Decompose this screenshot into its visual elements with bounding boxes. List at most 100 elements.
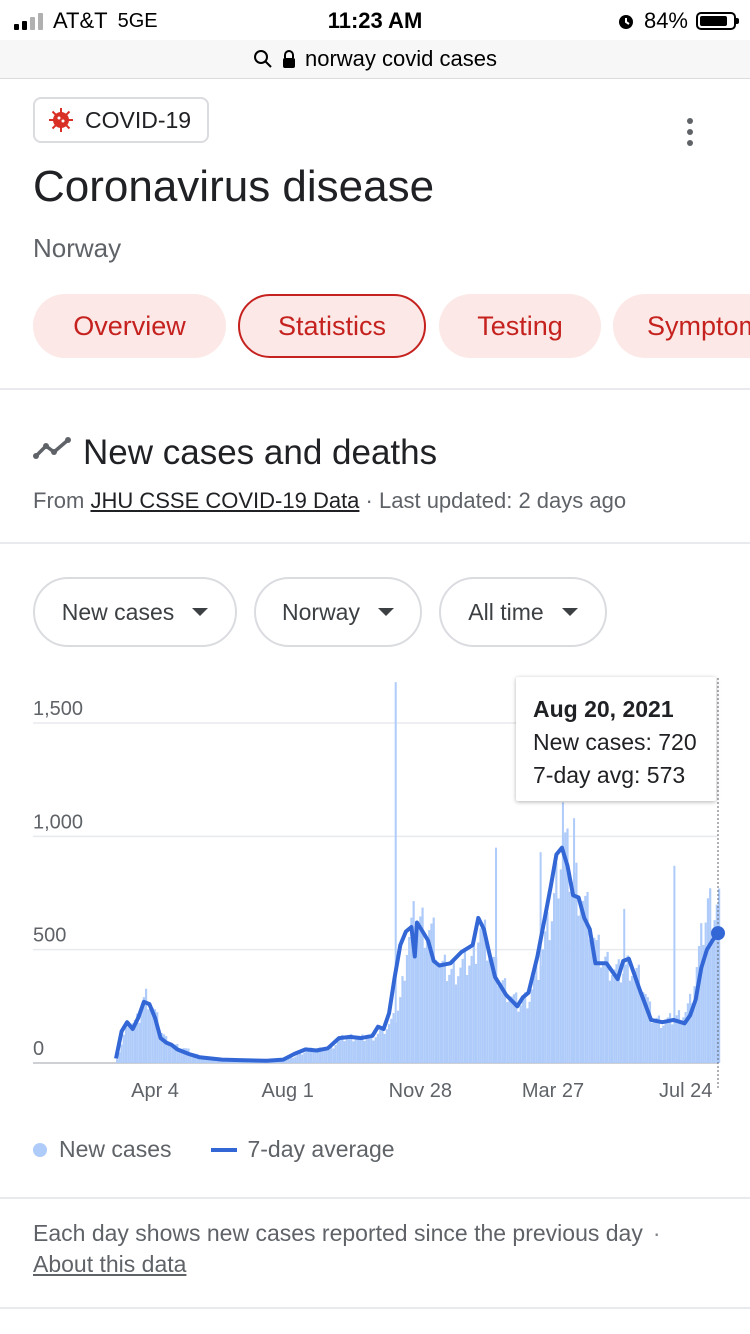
new-cases-bar [421, 907, 424, 1063]
new-cases-bar [595, 940, 598, 1063]
new-cases-bar [704, 922, 707, 1063]
tab-statistics[interactable]: Statistics [238, 294, 426, 358]
new-cases-bar [619, 982, 623, 1063]
new-cases-bar [448, 974, 451, 1063]
new-cases-bar [604, 956, 607, 1063]
new-cases-bar [684, 1012, 687, 1063]
new-cases-bar [532, 976, 536, 1063]
new-cases-bar [689, 993, 692, 1063]
new-cases-bar [584, 895, 587, 1063]
new-cases-bar [697, 946, 701, 1063]
new-cases-bar [167, 1045, 170, 1063]
new-cases-bar [200, 1057, 203, 1063]
new-cases-bar [296, 1054, 299, 1063]
new-cases-bar [338, 1037, 342, 1063]
covid-topic-chip[interactable]: COVID-19 [33, 97, 210, 143]
new-cases-bar [677, 1010, 681, 1063]
new-cases-bar [472, 945, 475, 1063]
source-link[interactable]: JHU CSSE COVID-19 Data [90, 488, 360, 513]
new-cases-bar [287, 1058, 290, 1063]
new-cases-bar [207, 1057, 210, 1063]
tab-testing[interactable]: Testing [439, 294, 601, 358]
clock: 11:23 AM [327, 8, 423, 33]
new-cases-bar [470, 955, 473, 1063]
new-cases-bar [664, 1021, 667, 1063]
new-cases-bar [131, 1023, 134, 1063]
timerange-dropdown-label: All time [468, 598, 544, 625]
about-data-link[interactable]: About this data [33, 1251, 187, 1277]
metric-dropdown[interactable]: New cases [33, 577, 237, 647]
x-tick-label: Apr 4 [131, 1080, 179, 1102]
new-cases-bar [198, 1056, 201, 1063]
new-cases-bar [461, 958, 464, 1063]
new-cases-bar [312, 1050, 315, 1063]
new-cases-bar [700, 923, 703, 1063]
new-cases-bar [535, 961, 538, 1063]
new-cases-bar [330, 1046, 333, 1063]
new-cases-bar [501, 980, 504, 1063]
new-cases-bar [408, 937, 411, 1063]
location-dropdown[interactable]: Norway [254, 577, 422, 647]
new-cases-bar [162, 1034, 166, 1063]
new-cases-bar [434, 959, 438, 1063]
new-cases-bar [365, 1038, 368, 1063]
new-cases-bar [202, 1057, 206, 1063]
new-cases-bar [176, 1044, 179, 1063]
carrier-label: AT&T [53, 8, 108, 33]
new-cases-bar [713, 920, 716, 1063]
new-cases-bar [376, 1033, 380, 1063]
tab-overview[interactable]: Overview [33, 294, 226, 358]
trending-icon [33, 437, 71, 459]
new-cases-bar [144, 988, 148, 1063]
new-cases-bar [138, 1022, 141, 1063]
new-cases-bar [405, 954, 409, 1063]
new-cases-bar [628, 980, 632, 1063]
new-cases-bar [153, 1009, 157, 1063]
new-cases-bar [499, 982, 502, 1063]
new-cases-bar [550, 921, 553, 1063]
new-cases-bar [396, 1010, 400, 1063]
divider [0, 388, 750, 390]
new-cases-bar [169, 1045, 172, 1063]
new-cases-bar [454, 984, 458, 1063]
highlight-point [711, 926, 725, 941]
new-cases-bar [158, 1029, 161, 1063]
new-cases-bar [577, 915, 580, 1063]
new-cases-bar [486, 960, 489, 1063]
new-cases-bar [414, 938, 417, 1063]
new-cases-bar [610, 974, 614, 1063]
new-cases-bar [372, 1040, 375, 1063]
new-cases-bar [497, 985, 500, 1063]
timerange-dropdown[interactable]: All time [439, 577, 607, 647]
new-cases-bar [194, 1053, 197, 1063]
new-cases-bar [151, 1007, 154, 1063]
new-cases-bar [399, 997, 402, 1063]
new-cases-bar [318, 1047, 322, 1063]
new-cases-bar [334, 1045, 337, 1063]
new-cases-bar [354, 1039, 357, 1063]
cases-chart[interactable]: 0 500 1,000 1,500 Apr 4 Aug 1 Nov 28 Mar 27 Jul … [0, 670, 750, 1120]
new-cases-bar [508, 999, 511, 1063]
new-cases-bar [285, 1059, 288, 1063]
new-cases-bar [468, 965, 471, 1063]
new-cases-bar [515, 992, 518, 1063]
new-cases-bar [544, 931, 547, 1063]
new-cases-bar [388, 1024, 391, 1063]
new-cases-bar [624, 964, 627, 1063]
new-cases-bar [506, 1002, 509, 1063]
new-cases-spike-bar [539, 852, 542, 1063]
new-cases-bar [706, 898, 710, 1063]
new-cases-bar [316, 1047, 319, 1063]
divider [0, 1197, 750, 1199]
new-cases-bar [564, 832, 567, 1063]
new-cases-spike-bar [573, 818, 576, 1063]
tab-symptoms[interactable]: Symptoms [613, 294, 750, 358]
new-cases-bar [622, 973, 625, 1063]
new-cases-bar [606, 951, 609, 1063]
url-bar[interactable]: norway covid cases [0, 40, 750, 79]
new-cases-bar [370, 1033, 373, 1063]
new-cases-bar [631, 975, 634, 1063]
new-cases-spike-bar [495, 847, 498, 1063]
new-cases-bar [403, 980, 406, 1063]
more-options-icon[interactable] [676, 118, 704, 148]
